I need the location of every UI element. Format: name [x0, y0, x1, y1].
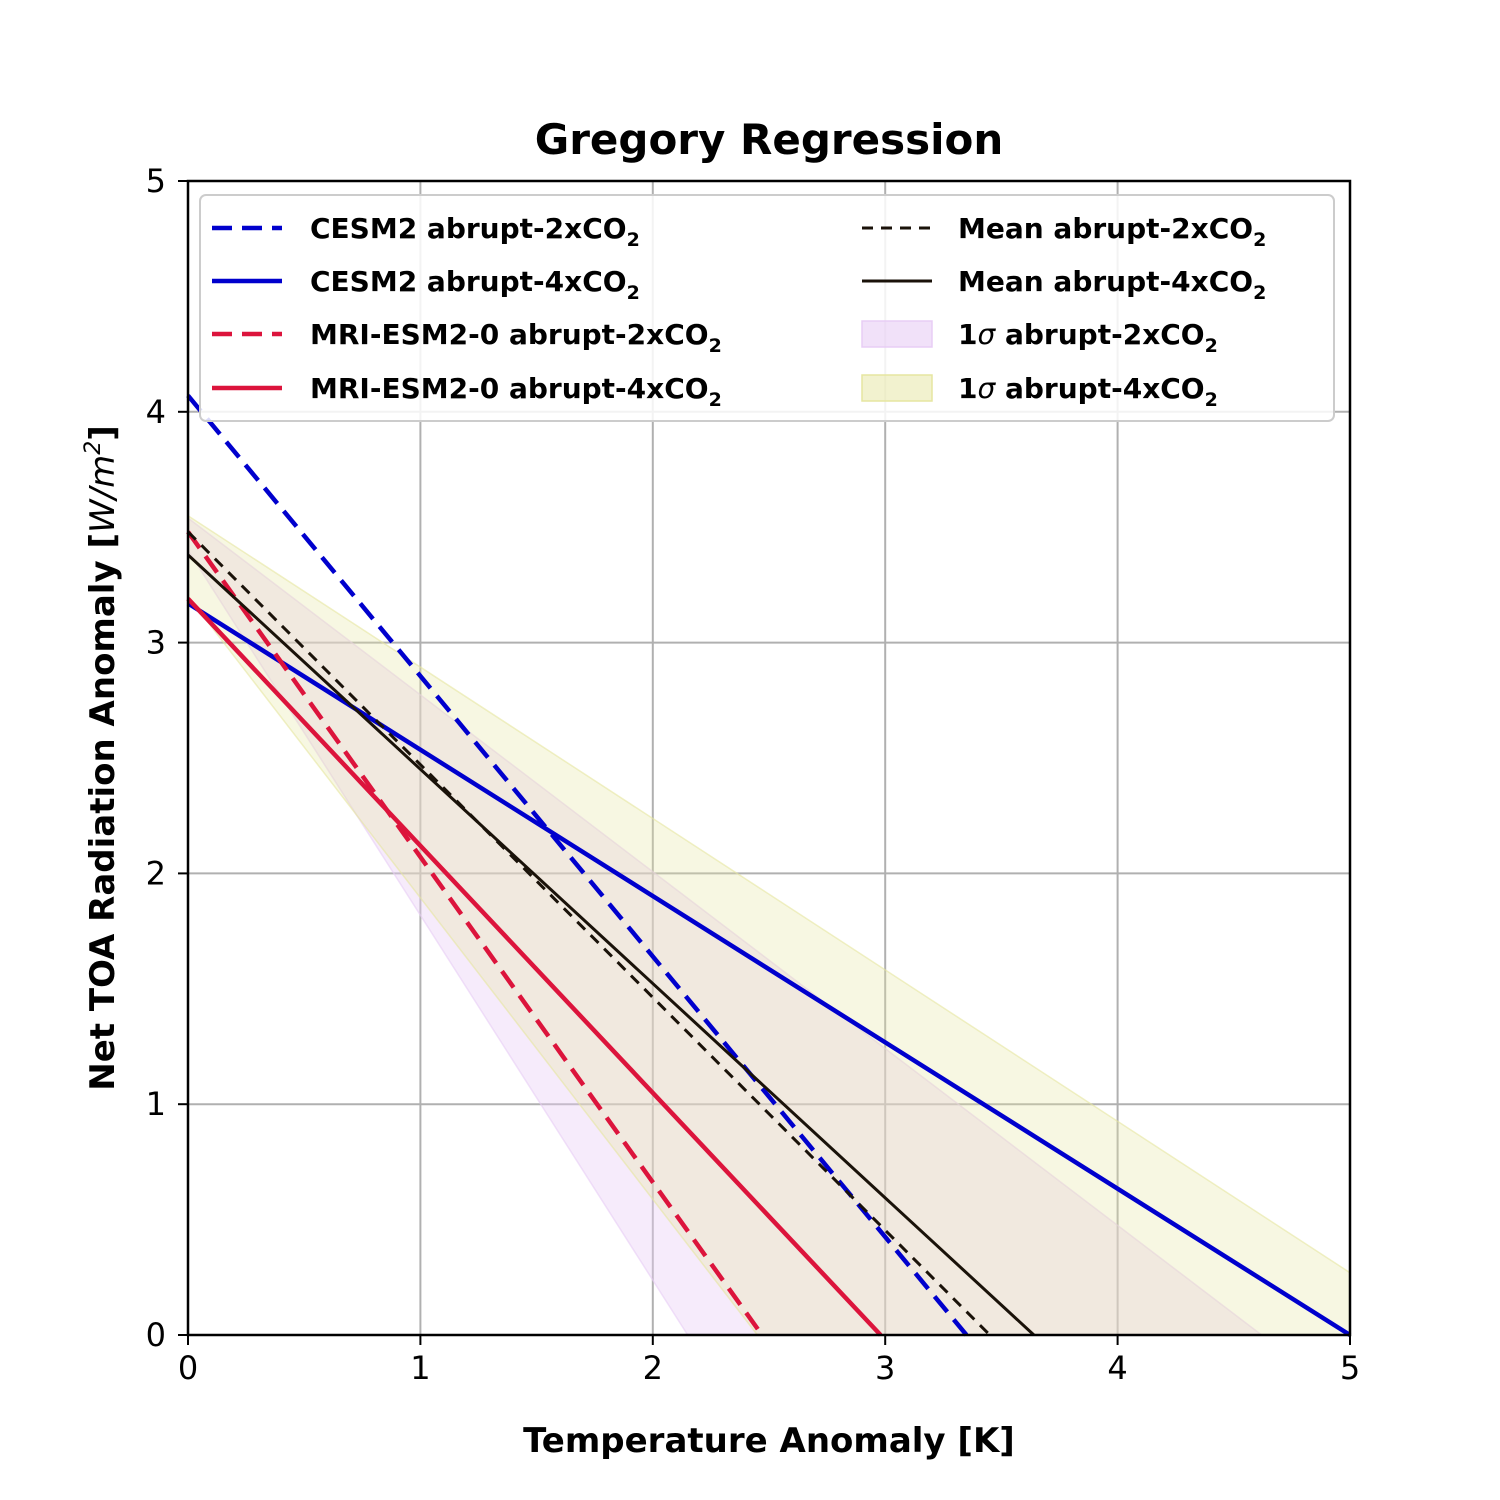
y-tick-label: 4 [146, 393, 166, 431]
band-sigma_4x [187, 514, 1351, 1336]
legend-label-cesm2_2x: CESM2 abrupt-2xCO2 [310, 212, 640, 251]
legend-box [199, 194, 1335, 422]
legend-handle-sigma_4x [861, 374, 933, 402]
series-line-mri_2x [186, 530, 764, 1337]
plot-frame [186, 179, 1352, 1337]
chart-title: Gregory Regression [535, 115, 1004, 164]
legend-label-sigma_4x: 1σ abrupt-4xCO2 [958, 372, 1218, 411]
legend-label-mri_4x: MRI-ESM2-0 abrupt-4xCO2 [310, 372, 722, 411]
legend-label-sigma_2x: 1σ abrupt-2xCO2 [958, 318, 1218, 357]
x-axis-ticks: 0 1 2 3 4 5 [178, 1335, 1360, 1387]
y-tick-label: 3 [146, 624, 166, 662]
x-tick-label: 1 [410, 1349, 430, 1387]
legend: CESM2 abrupt-2xCO2 CESM2 abrupt-4xCO2 MRI-… [199, 194, 1335, 422]
y-axis-ticks: 0 1 2 3 4 5 [146, 162, 188, 1354]
y-tick-label: 1 [146, 1085, 166, 1123]
y-tick-label: 2 [146, 854, 166, 892]
x-tick-label: 5 [1340, 1349, 1360, 1387]
y-tick-label: 0 [146, 1316, 166, 1354]
y-axis-title-end: ] [83, 425, 123, 441]
x-axis-title: Temperature Anomaly [K] [523, 1421, 1015, 1461]
y-axis-title-main: Net TOA Radiation Anomaly [ [83, 533, 123, 1091]
series-line-mean_4x [186, 553, 1035, 1337]
legend-label-mean_4x: Mean abrupt-4xCO2 [958, 265, 1266, 304]
legend-label-mean_2x: Mean abrupt-2xCO2 [958, 212, 1266, 251]
y-axis-title: Net TOA Radiation Anomaly [W/m2] [81, 425, 123, 1091]
y-tick-label: 5 [146, 162, 166, 200]
series-line-cesm2_2x [186, 394, 969, 1337]
y-axis-title-sup: 2 [81, 441, 106, 455]
legend-handle-sigma_2x [861, 320, 933, 348]
x-tick-label: 0 [178, 1349, 198, 1387]
legend-label-cesm2_4x: CESM2 abrupt-4xCO2 [310, 265, 640, 304]
y-axis-title-unit: W/m [83, 455, 123, 533]
x-tick-label: 3 [875, 1349, 895, 1387]
x-tick-label: 4 [1107, 1349, 1127, 1387]
legend-label-mri_2x: MRI-ESM2-0 abrupt-2xCO2 [310, 318, 722, 357]
sigma-bands [187, 514, 1351, 1336]
x-tick-label: 2 [643, 1349, 663, 1387]
series-line-mri_4x [186, 597, 883, 1337]
regression-lines [186, 394, 1352, 1337]
